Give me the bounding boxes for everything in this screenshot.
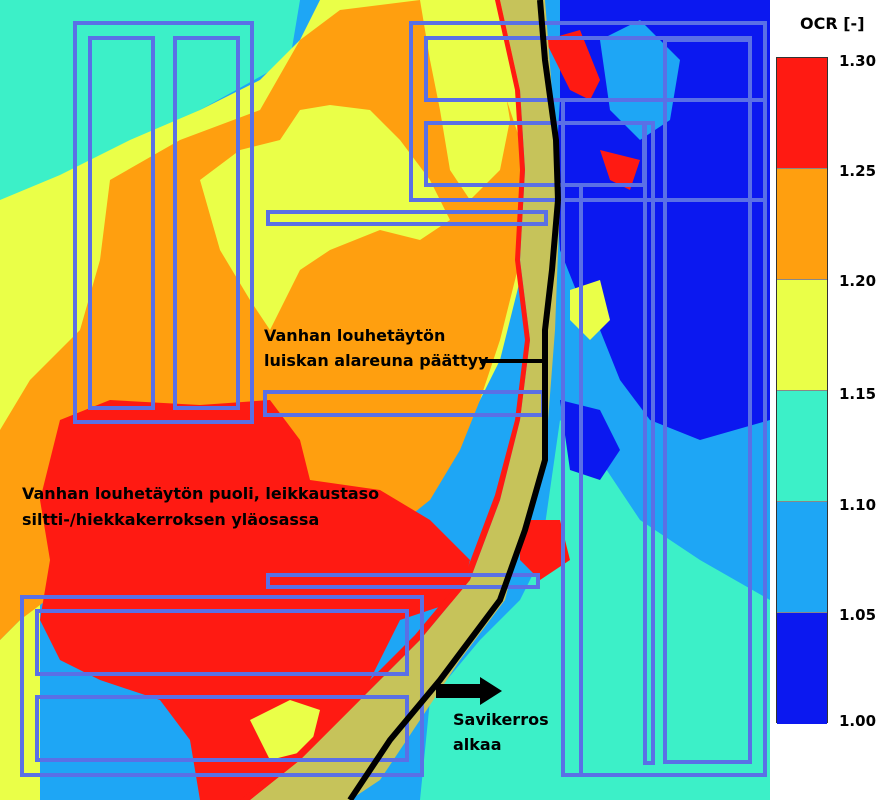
color-legend — [776, 57, 828, 724]
legend-band-1.25-1.30 — [777, 58, 827, 169]
annotation-clay-line1: Savikerros — [453, 710, 549, 729]
legend-band-1.10-1.15 — [777, 391, 827, 502]
legend-tick: 1.15 — [839, 385, 877, 403]
foundation-strip-1 — [266, 210, 548, 226]
foundation-rect-sw-outer — [20, 595, 424, 777]
legend-tick: 1.05 — [839, 606, 877, 624]
foundation-rect-sw-bottom — [35, 695, 409, 762]
foundation-rect-nw-left — [88, 36, 155, 410]
legend-tick: 1.00 — [839, 712, 877, 730]
contour-zone-1.10-1.15-clay — [440, 700, 520, 780]
foundation-outlines — [20, 21, 767, 777]
contour-fringe-south — [520, 520, 570, 580]
contour-zone-1.25-1.30 — [40, 400, 470, 800]
legend-title: OCR [-] — [800, 14, 865, 33]
legend-tick: 1.25 — [839, 162, 877, 180]
annotation-slope-toe-line1: Vanhan louhetäytön — [264, 326, 446, 345]
contour-zone-1.10-1.15-east — [420, 420, 770, 800]
arrow-right-icon — [436, 677, 502, 705]
annotation-fill-side-line1: Vanhan louhetäytön puoli, leikkaustaso — [22, 484, 380, 503]
legend-tick: 1.30 — [839, 52, 877, 70]
contour-zone-1.15-1.20-pocket — [200, 105, 450, 330]
contour-zone-1.00-1.05-south — [560, 400, 620, 480]
contour-zone-1.00-1.05 — [555, 0, 770, 440]
legend-tick: 1.20 — [839, 272, 877, 290]
legend-band-1.15-1.20 — [777, 280, 827, 391]
old-rockfill-strip — [250, 0, 560, 800]
annotation-clay-line2: alkaa — [453, 735, 502, 754]
foundation-rect-east-inner — [663, 38, 752, 764]
foundation-rect-sw-top — [35, 609, 409, 676]
contour-zone-1.05-1.10-inner — [600, 20, 680, 140]
legend-band-1.00-1.05 — [777, 613, 827, 724]
foundation-strip-3 — [266, 573, 540, 589]
contour-zone-1.15-1.20-inner — [250, 700, 320, 760]
annotation-slope-toe-line2: luiskan alareuna päättyy — [264, 351, 489, 370]
ocr-contour-map — [0, 0, 770, 800]
legend-band-1.20-1.25 — [777, 169, 827, 280]
legend-tick: 1.10 — [839, 496, 877, 514]
contour-fringe-north — [545, 30, 600, 100]
foundation-column-east-2 — [643, 121, 655, 765]
foundation-rect-nw-outer — [73, 21, 254, 424]
annotation-fill-side-line2: siltti-/hiekkakerroksen yläosassa — [22, 510, 320, 529]
legend-band-1.05-1.10 — [777, 502, 827, 613]
foundation-rect-nw-right — [173, 36, 240, 410]
contour-fringe-east — [600, 150, 640, 190]
rockfill-boundary-line — [347, 0, 562, 800]
